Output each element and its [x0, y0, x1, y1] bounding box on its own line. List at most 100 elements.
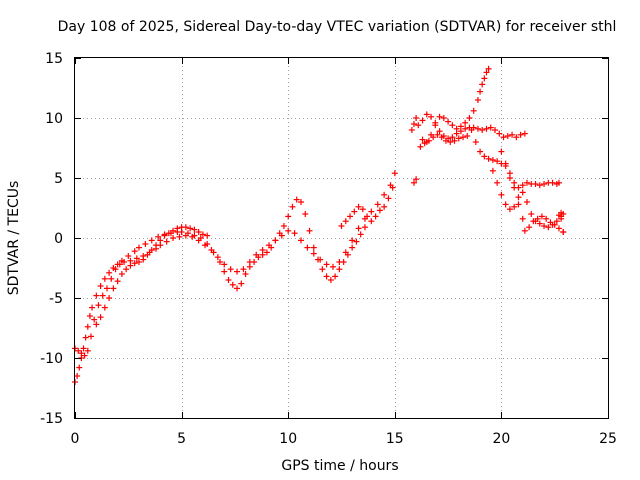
- data-point: [116, 261, 123, 268]
- data-point: [302, 211, 309, 217]
- data-point: [161, 232, 168, 239]
- data-point: [216, 259, 223, 265]
- data-point: [101, 275, 108, 282]
- data-point: [460, 134, 467, 141]
- data-point: [555, 179, 562, 186]
- data-point: [442, 137, 449, 144]
- data-point: [553, 218, 560, 225]
- data-point: [133, 255, 140, 262]
- data-point: [317, 256, 324, 263]
- data-point: [530, 218, 537, 225]
- data-point: [336, 266, 343, 273]
- data-point: [93, 292, 100, 299]
- data-point: [319, 266, 326, 273]
- data-point: [372, 213, 379, 220]
- data-point: [485, 155, 492, 162]
- data-point: [278, 232, 285, 239]
- data-point: [408, 127, 415, 133]
- data-point: [229, 281, 236, 288]
- data-point: [560, 211, 567, 217]
- data-point: [511, 203, 518, 210]
- y-axis-label: SDTVAR / TECUs: [6, 181, 22, 296]
- data-point: [470, 107, 477, 114]
- y-tick-label: -10: [40, 351, 63, 367]
- data-point: [240, 266, 247, 273]
- data-point: [502, 201, 509, 208]
- data-point: [368, 208, 375, 215]
- data-point: [135, 244, 142, 251]
- data-point: [500, 134, 507, 141]
- data-point: [118, 271, 125, 277]
- data-point: [536, 182, 543, 189]
- data-point: [498, 148, 505, 155]
- data-point: [513, 134, 520, 141]
- data-point: [485, 65, 492, 72]
- data-point: [479, 81, 486, 88]
- data-point: [436, 113, 443, 120]
- data-point: [449, 134, 456, 141]
- data-point: [225, 277, 232, 283]
- data-point: [86, 313, 93, 319]
- data-point: [142, 241, 149, 247]
- data-point: [310, 244, 317, 251]
- data-point: [189, 233, 196, 240]
- data-point: [349, 237, 356, 244]
- data-point: [494, 158, 501, 165]
- data-point: [74, 373, 81, 379]
- data-point: [323, 261, 330, 268]
- data-point: [528, 211, 535, 217]
- y-tick-label: -15: [40, 411, 63, 427]
- data-point: [438, 134, 445, 141]
- data-point: [182, 224, 189, 231]
- data-point: [515, 194, 522, 201]
- data-point: [464, 133, 471, 139]
- data-point: [453, 130, 460, 137]
- data-point: [483, 69, 490, 76]
- data-point: [125, 253, 132, 259]
- data-point: [332, 273, 339, 280]
- data-point: [560, 229, 567, 235]
- data-point: [221, 268, 228, 275]
- y-tick-label: 0: [54, 231, 63, 247]
- data-point: [76, 364, 83, 371]
- data-point: [204, 232, 211, 239]
- data-point: [170, 227, 177, 234]
- data-point: [82, 334, 89, 341]
- data-point: [342, 218, 349, 225]
- data-point: [455, 135, 462, 142]
- data-point: [106, 269, 113, 276]
- data-point: [131, 260, 138, 267]
- data-point: [148, 237, 155, 244]
- data-point: [272, 237, 279, 244]
- data-point: [436, 128, 443, 135]
- data-point: [310, 250, 317, 257]
- data-point: [421, 140, 428, 147]
- data-point: [174, 225, 181, 232]
- data-point: [106, 295, 113, 301]
- data-point: [285, 213, 292, 220]
- grid: [75, 58, 608, 418]
- data-point: [374, 201, 381, 208]
- data-point: [541, 181, 548, 187]
- data-point: [432, 119, 439, 126]
- data-point: [95, 302, 102, 309]
- data-point: [253, 251, 260, 258]
- data-point: [481, 153, 488, 160]
- plot-frame: [74, 57, 609, 419]
- data-point: [536, 220, 543, 227]
- data-point: [519, 182, 526, 189]
- data-point: [338, 223, 345, 229]
- data-point: [327, 277, 334, 283]
- data-point: [304, 244, 311, 251]
- data-point: [487, 124, 494, 131]
- data-point: [410, 121, 417, 127]
- data-point: [502, 160, 509, 167]
- data-point: [391, 170, 398, 177]
- data-point: [462, 125, 469, 132]
- data-point: [81, 352, 88, 359]
- data-point: [506, 175, 513, 181]
- data-point: [381, 191, 388, 198]
- data-point: [242, 271, 249, 277]
- data-point: [195, 237, 202, 244]
